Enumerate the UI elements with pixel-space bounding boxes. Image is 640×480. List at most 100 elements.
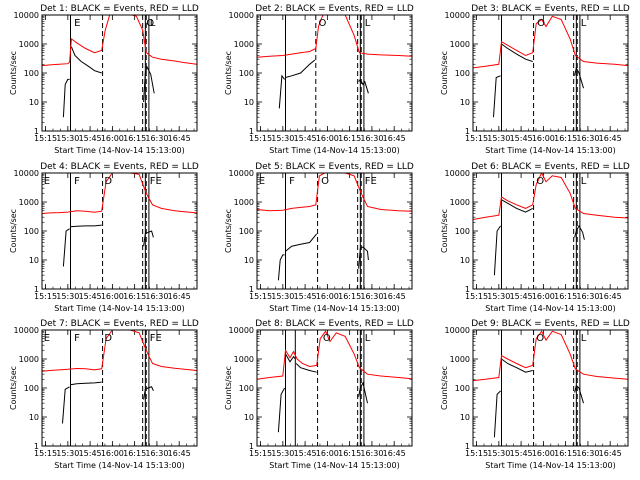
y-tick-label: 1000 — [450, 40, 470, 49]
panel-title: Det 2: BLACK = Events, RED = LLD — [255, 4, 414, 14]
y-tick-label: 1000 — [234, 198, 254, 207]
x-tick-label: 16:30 — [145, 134, 168, 143]
lld-series-line — [473, 330, 628, 382]
x-axis-label: Start Time (14-Nov-14 15:13:00) — [485, 304, 615, 313]
x-tick-label: 16:00 — [101, 134, 124, 143]
x-tick-label: 16:15 — [123, 134, 146, 143]
events-series-line — [277, 254, 285, 281]
x-axis-label: Start Time (14-Nov-14 15:13:00) — [269, 304, 399, 313]
events-series-line — [574, 66, 584, 89]
events-series-line — [285, 233, 318, 252]
y-tick-label: 1000 — [19, 40, 39, 49]
x-axis-label: Start Time (14-Nov-14 15:13:00) — [54, 304, 184, 313]
y-tick-label: 100 — [455, 227, 470, 236]
events-series-line — [574, 224, 585, 240]
x-tick-label: 15:30 — [487, 292, 510, 301]
y-tick-label: 10000 — [445, 169, 470, 178]
region-marker-label: L — [150, 18, 156, 29]
events-series-line — [277, 387, 286, 433]
events-series-line — [62, 386, 70, 424]
y-tick-label: 1 — [34, 285, 39, 294]
panel-title: Det 9: BLACK = Events, RED = LLD — [471, 319, 630, 329]
y-axis-label: Counts/sec — [9, 209, 18, 253]
region-marker-label: F — [74, 333, 80, 344]
x-tick-label: 15:15 — [249, 134, 272, 143]
region-marker-label: E — [44, 176, 50, 187]
y-tick-label: 10 — [460, 256, 470, 265]
x-tick-label: 15:45 — [510, 449, 533, 458]
region-marker-label: F — [74, 176, 80, 187]
events-series-line — [70, 381, 102, 386]
x-tick-label: 16:15 — [338, 134, 361, 143]
x-tick-label: 16:00 — [532, 449, 555, 458]
plot-frame — [256, 172, 413, 290]
panel-det-3: Det 3: BLACK = Events, RED = LLD Counts/s… — [440, 4, 630, 155]
events-series-line — [143, 65, 155, 103]
x-tick-label: 16:45 — [599, 449, 622, 458]
region-marker-label: O — [318, 18, 326, 29]
x-tick-label: 15:30 — [487, 449, 510, 458]
region-marker-label: O — [323, 333, 331, 344]
events-series-line — [493, 225, 502, 276]
x-tick-label: 16:30 — [145, 449, 168, 458]
events-series-line — [358, 246, 369, 269]
region-marker-label: O — [536, 176, 544, 187]
y-axis-label: Counts/sec — [440, 366, 449, 410]
y-tick-label: 1000 — [234, 355, 254, 364]
y-tick-label: 100 — [24, 227, 39, 236]
region-marker-label: FE — [365, 176, 377, 187]
region-marker-label: O — [321, 176, 329, 187]
region-marker-label: E — [259, 176, 265, 187]
panel-det-5: Det 5: BLACK = Events, RED = LLD Counts/s… — [224, 162, 414, 313]
y-tick-label: 10 — [29, 413, 39, 422]
events-series-line — [143, 230, 154, 247]
y-axis-label: Counts/sec — [224, 366, 233, 410]
events-series-line — [278, 74, 286, 109]
y-tick-label: 1000 — [234, 40, 254, 49]
y-tick-label: 10000 — [14, 326, 39, 335]
region-marker-label: O — [537, 18, 545, 29]
region-marker-label: L — [365, 333, 371, 344]
x-tick-label: 15:30 — [271, 292, 294, 301]
panel-det-8: Det 8: BLACK = Events, RED = LLD Counts/s… — [224, 319, 414, 470]
panel-det-1: Det 1: BLACK = Events, RED = LLD Counts/s… — [9, 4, 199, 155]
plot-frame — [472, 329, 629, 447]
region-marker-label: F — [289, 176, 295, 187]
region-marker-label: D — [104, 176, 112, 187]
y-tick-label: 10 — [29, 98, 39, 107]
region-marker-label: L — [581, 18, 587, 29]
y-axis-label: Counts/sec — [9, 51, 18, 95]
y-tick-label: 1 — [34, 127, 39, 136]
y-tick-label: 1000 — [19, 355, 39, 364]
y-tick-label: 1 — [465, 285, 470, 294]
x-tick-label: 16:15 — [554, 449, 577, 458]
x-tick-label: 15:15 — [34, 292, 57, 301]
x-tick-label: 15:45 — [294, 449, 317, 458]
y-tick-label: 1000 — [450, 198, 470, 207]
plot-frame — [41, 329, 198, 447]
lld-series-line — [42, 173, 197, 214]
region-marker-label: E — [74, 18, 80, 29]
events-series-line — [285, 353, 296, 363]
x-tick-label: 16:30 — [576, 449, 599, 458]
x-tick-label: 16:30 — [145, 292, 168, 301]
x-tick-label: 16:45 — [599, 292, 622, 301]
x-tick-label: 16:15 — [554, 134, 577, 143]
panel-title: Det 7: BLACK = Events, RED = LLD — [40, 319, 199, 329]
events-series-line — [295, 363, 317, 373]
x-tick-label: 15:30 — [271, 134, 294, 143]
x-axis-label: Start Time (14-Nov-14 15:13:00) — [54, 461, 184, 470]
region-marker-label: FE — [150, 333, 162, 344]
plot-frame — [41, 172, 198, 290]
x-tick-label: 16:30 — [360, 292, 383, 301]
events-series-line — [493, 390, 501, 438]
y-tick-label: 1 — [465, 442, 470, 451]
x-tick-label: 16:00 — [316, 449, 339, 458]
y-tick-label: 100 — [455, 384, 470, 393]
x-tick-label: 15:45 — [510, 134, 533, 143]
x-tick-label: 15:45 — [294, 134, 317, 143]
y-tick-label: 10 — [244, 98, 254, 107]
